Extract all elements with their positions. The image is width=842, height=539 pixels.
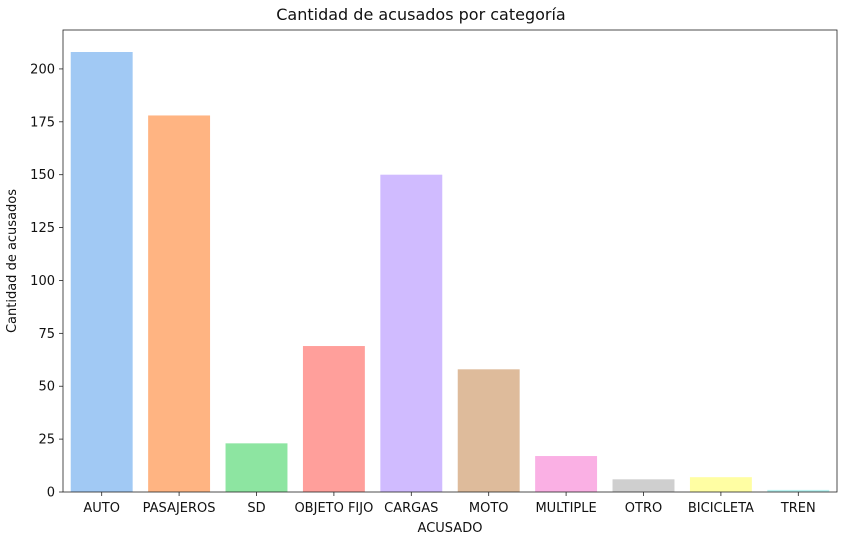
x-tick-label: OTRO (625, 501, 662, 516)
bar-otro (612, 479, 675, 492)
bar-cargas (380, 174, 443, 492)
plot-frame (62, 29, 838, 493)
y-tick-label: 150 (30, 168, 55, 183)
x-tick-label: BICICLETA (688, 501, 754, 516)
x-tick-label: CARGAS (384, 501, 438, 516)
y-tick-label: 75 (38, 327, 55, 342)
x-tick-label: AUTO (83, 501, 120, 516)
bar-multiple (535, 456, 598, 492)
bar-bicicleta (689, 477, 752, 492)
bar-sd (225, 443, 288, 492)
y-axis-label: Cantidad de acusados (5, 189, 20, 333)
x-tick-label: SD (247, 501, 265, 516)
x-tick-label: PASAJEROS (143, 501, 216, 516)
x-axis-ticks: AUTO PASAJEROS SD OBJETO FIJO CARGAS MOTO MULT… (83, 492, 816, 516)
y-axis-ticks: 0 25 50 75 100 125 150 175 200 (30, 62, 63, 501)
x-tick-label: MULTIPLE (535, 501, 596, 516)
x-axis-label: ACUSADO (418, 521, 483, 536)
y-tick-label: 200 (30, 62, 55, 77)
y-tick-label: 0 (47, 486, 55, 501)
y-tick-label: 25 (38, 433, 55, 448)
x-tick-label: MOTO (469, 501, 509, 516)
bar-pasajeros (148, 115, 211, 492)
bar-moto (457, 369, 520, 492)
bars-group (70, 52, 830, 492)
x-tick-label: TREN (780, 501, 816, 516)
chart-title: Cantidad de acusados por categoría (276, 5, 566, 24)
y-tick-label: 175 (30, 115, 55, 130)
y-tick-label: 100 (30, 274, 55, 289)
bar-objeto-fijo (302, 346, 365, 492)
y-tick-label: 50 (38, 380, 55, 395)
y-tick-label: 125 (30, 221, 55, 236)
bar-auto (70, 52, 133, 492)
x-tick-label: OBJETO FIJO (294, 501, 373, 516)
bar-tren (767, 489, 830, 492)
